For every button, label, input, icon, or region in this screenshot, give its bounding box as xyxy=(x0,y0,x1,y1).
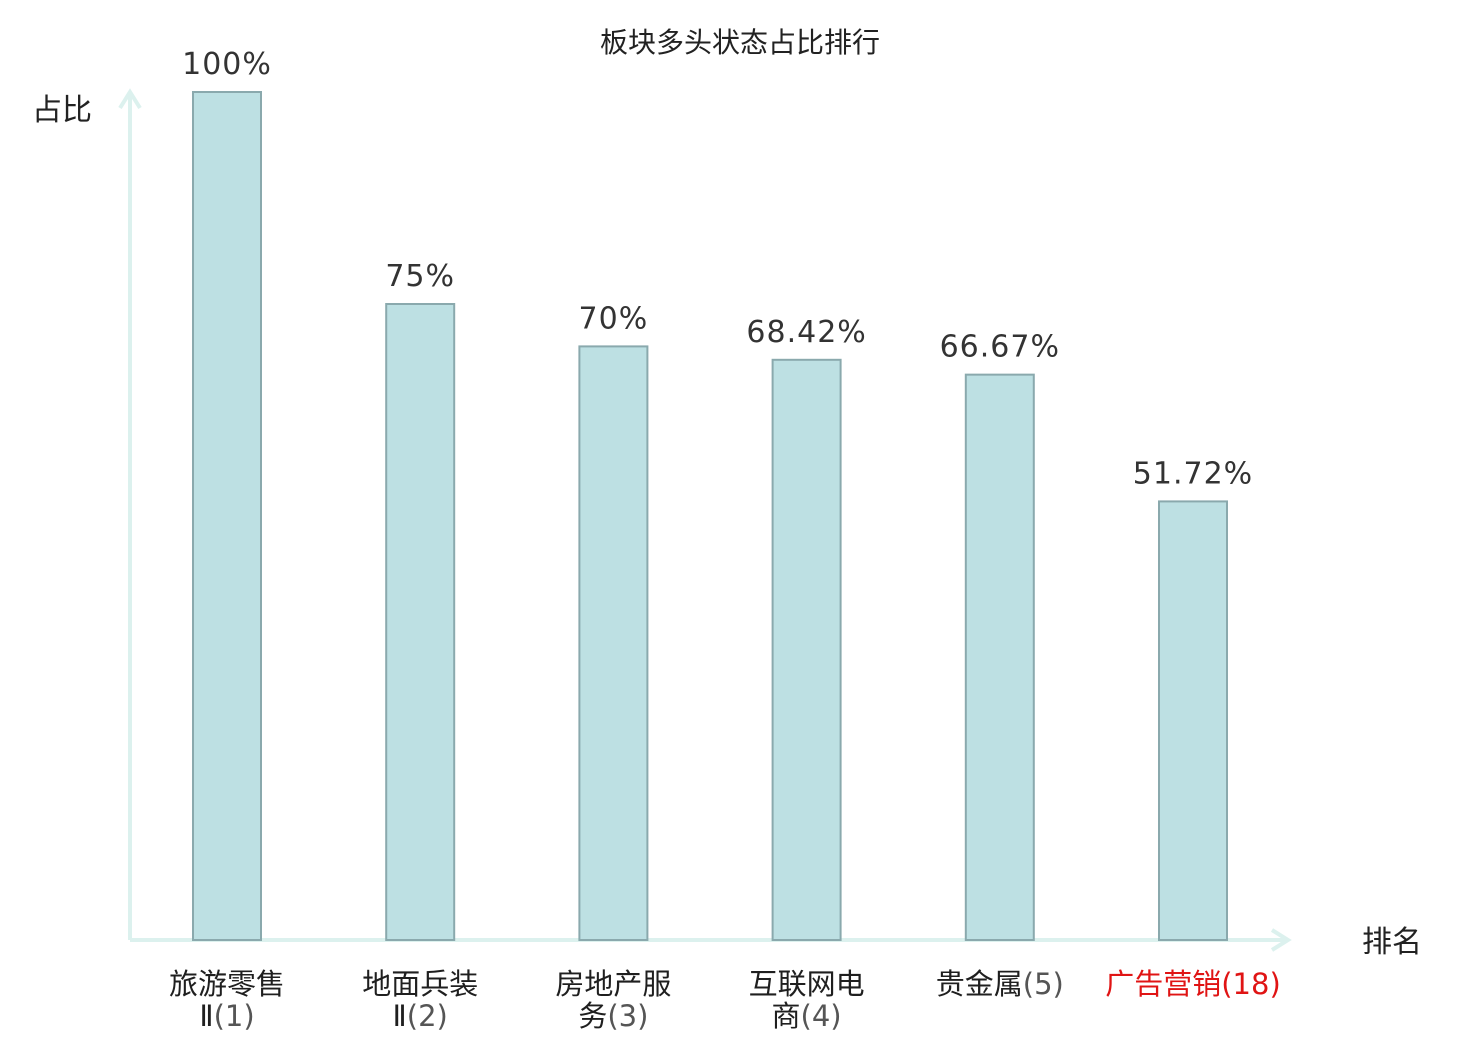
tick-label: 地面兵装 xyxy=(362,967,478,1001)
data-label: 70% xyxy=(579,301,649,336)
y-axis-arrow xyxy=(118,88,142,110)
tick-label: 房地产服 xyxy=(555,967,671,1001)
tick-label: Ⅱ(1) xyxy=(199,999,254,1033)
bar xyxy=(771,358,842,941)
x-axis-label: 排名 xyxy=(1362,925,1422,960)
bar xyxy=(385,303,456,941)
x-axis-arrow xyxy=(1270,928,1292,952)
bar xyxy=(1158,500,1228,941)
tick-label: 互联网电 xyxy=(749,967,865,1001)
data-label: 68.42% xyxy=(746,315,866,350)
y-axis-label: 占比 xyxy=(32,93,92,128)
tick-label: 商(4) xyxy=(772,999,842,1033)
data-label: 100% xyxy=(182,47,272,82)
bar-series xyxy=(192,91,1228,941)
data-label: 51.72% xyxy=(1133,456,1253,491)
value-labels: 100% 75% 70% 68.42% 66.67% 51.72% xyxy=(182,47,1253,491)
tick-label: 广告营销(18) xyxy=(1105,967,1281,1001)
chart-title: 板块多头状态占比排行 xyxy=(600,26,880,59)
bar xyxy=(192,91,262,941)
y-axis xyxy=(118,88,142,940)
tick-label: Ⅱ(2) xyxy=(393,999,448,1033)
tick-label: 贵金属(5) xyxy=(936,967,1064,1001)
tick-label: 旅游零售 xyxy=(169,967,285,1001)
x-axis xyxy=(130,928,1292,952)
data-label: 75% xyxy=(385,259,455,294)
bar xyxy=(578,345,649,941)
data-label: 66.67% xyxy=(940,330,1060,365)
tick-label: 务(3) xyxy=(578,999,648,1033)
bar xyxy=(964,373,1035,941)
